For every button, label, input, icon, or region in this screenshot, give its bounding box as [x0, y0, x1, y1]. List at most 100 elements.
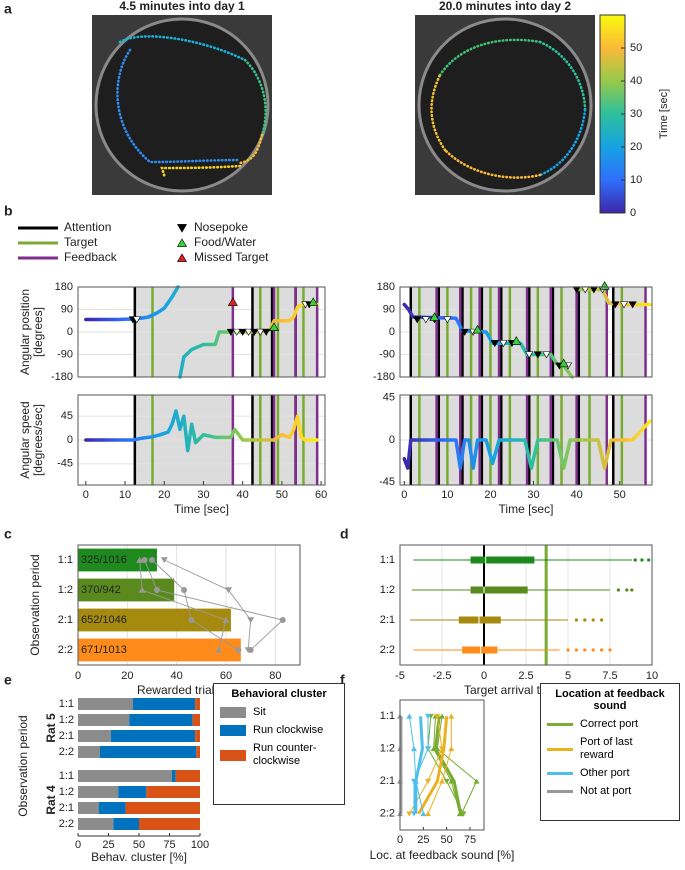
outlier	[616, 588, 621, 592]
rat-marker	[406, 713, 413, 719]
arena-image	[415, 15, 595, 195]
plot-frame	[77, 544, 301, 666]
x-tick-label: 25	[102, 839, 114, 851]
outlier	[583, 648, 587, 652]
rat-marker	[279, 617, 286, 623]
arena-image	[92, 15, 272, 195]
legend-swatch	[547, 747, 573, 751]
bar-segment	[78, 746, 100, 758]
legend-label: Food/Water	[194, 235, 256, 249]
colorbar-tick-label: 30	[630, 108, 642, 120]
legend-row: Sit	[220, 706, 338, 719]
bar-segment	[139, 818, 200, 830]
x-tick-label: 0	[397, 834, 403, 846]
bar-segment	[192, 714, 200, 726]
x-tick-label: 75	[464, 834, 476, 846]
x-axis-label: Loc. at feedback sound [%]	[370, 848, 515, 862]
rat-line	[413, 716, 429, 814]
rat-marker	[244, 647, 252, 654]
event-marker	[256, 328, 265, 336]
x-tick-label: -5	[395, 670, 405, 682]
outlier	[591, 618, 595, 622]
rat-marker	[222, 616, 230, 623]
outlier	[640, 558, 644, 562]
y-tick-label: -90	[379, 348, 395, 360]
trace-line	[402, 419, 652, 470]
bar-segment	[78, 802, 99, 814]
event-marker	[238, 328, 247, 336]
y-tick-label: 180	[377, 281, 395, 293]
event-marker	[599, 281, 610, 290]
colorbar-tick-label: 50	[630, 42, 642, 54]
trace-line	[84, 285, 180, 322]
y-tick-label: 90	[61, 303, 73, 315]
bar-segment	[78, 730, 111, 742]
y-tick-label: 1:2	[59, 786, 74, 798]
y-tick-label: -45	[379, 476, 395, 488]
rat-marker	[425, 811, 431, 817]
colorbar-tick-label: 20	[630, 141, 642, 153]
legend-label: Missed Target	[194, 250, 269, 264]
x-tick-label: 30	[197, 489, 209, 501]
rat-marker	[473, 778, 480, 784]
x-tick-label: 7.5	[602, 670, 617, 682]
event-marker	[227, 297, 238, 306]
colorbar	[599, 14, 626, 214]
x-tick-label: -2.5	[433, 670, 452, 682]
bar-segment	[195, 698, 200, 710]
legend-label: Run counter-clockwise	[253, 742, 317, 767]
rat-marker	[439, 778, 445, 784]
legend-row: Run counter-clockwise	[220, 742, 338, 768]
bar-segment	[146, 786, 200, 798]
rat-marker	[188, 617, 195, 623]
event-marker	[472, 324, 483, 334]
box	[470, 586, 528, 594]
legend-row: Not at port	[547, 785, 673, 798]
colorbar-label: Time [sec]	[658, 89, 670, 139]
bar-segment	[78, 770, 172, 782]
y-tick-label: 2:2	[59, 818, 74, 830]
x-axis-label: Behav. cluster [%]	[91, 850, 187, 864]
y-tick-label: 2:1	[380, 614, 395, 626]
y-tick-label: 1:2	[380, 743, 395, 755]
legend-label: Correct port	[580, 718, 639, 730]
legend-label: Feedback	[64, 250, 118, 264]
legend-swatch	[547, 790, 573, 793]
y-tick-label: 2:1	[59, 730, 74, 742]
legend-row: Other port	[547, 767, 673, 780]
y-tick-label: -90	[57, 348, 73, 360]
x-tick-label: 10	[441, 489, 453, 501]
x-tick-label: 25	[417, 834, 429, 846]
x-tick-label: 20	[158, 489, 170, 501]
legend-marker	[176, 224, 188, 233]
y-tick-label: 2:1	[58, 614, 73, 626]
y-tick-label: -180	[51, 371, 73, 383]
x-axis-label: Time [sec]	[499, 502, 554, 516]
outlier	[647, 558, 651, 562]
mean-line	[417, 716, 449, 815]
box	[470, 556, 535, 564]
bar-label: 652/1046	[81, 614, 127, 626]
legend: Location at feedback sound Correct port Po…	[540, 683, 680, 821]
rat-marker	[420, 811, 427, 817]
rat-line	[408, 716, 443, 814]
colorbar-tick-label: 10	[630, 174, 642, 186]
bar-segment	[110, 730, 196, 742]
event-marker	[132, 316, 141, 324]
y-tick-label: 0	[389, 326, 395, 338]
rat-line	[164, 559, 252, 651]
box	[458, 616, 501, 624]
y-axis-label: [degrees/sec]	[31, 404, 45, 476]
x-tick-label: 2.5	[518, 670, 533, 682]
outlier	[625, 588, 629, 592]
rat-marker	[160, 557, 168, 564]
y-tick-label: 1:1	[59, 698, 74, 710]
bar-label: 325/1016	[81, 554, 127, 566]
legend: Behavioral cluster Sit Run clockwise Run co…	[213, 683, 345, 805]
event-marker	[232, 328, 241, 336]
x-tick-label: 30	[527, 489, 539, 501]
x-tick-label: 50	[276, 489, 288, 501]
plot-frame	[77, 394, 326, 486]
outlier	[566, 648, 570, 652]
